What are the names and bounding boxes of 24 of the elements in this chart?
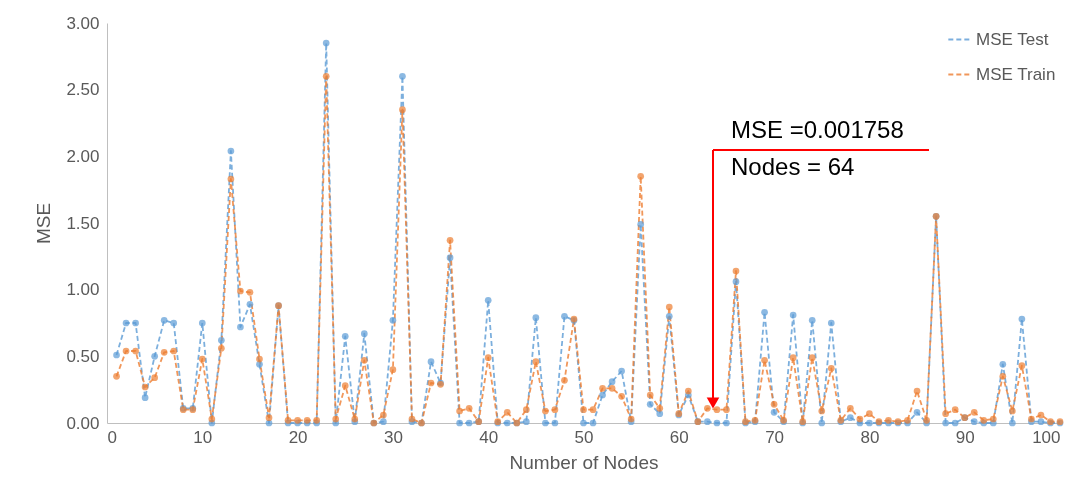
y-axis-title: MSE (33, 202, 55, 245)
y-tick-label: 0.00 (66, 413, 100, 433)
x-axis-title: Number of Nodes (509, 451, 659, 473)
y-tick-label: 1.00 (66, 280, 100, 300)
x-tick-label: 70 (765, 427, 785, 447)
y-tick-label: 2.50 (66, 80, 100, 100)
x-tick-label: 60 (669, 427, 689, 447)
y-tick-label: 0.50 (66, 346, 100, 366)
y-tick-label: 3.00 (66, 13, 100, 33)
x-tick-label: 50 (574, 427, 594, 447)
x-tick-label: 10 (193, 427, 213, 447)
y-tick-label: 1.50 (66, 213, 100, 233)
y-tick-label: 2.00 (66, 146, 100, 166)
x-tick-label: 0 (107, 427, 117, 447)
x-tick-label: 20 (288, 427, 308, 447)
x-tick-label: 40 (479, 427, 499, 447)
annotation: Nodes = 64 (731, 153, 855, 180)
x-tick-label: 90 (955, 427, 975, 447)
x-tick-label: 80 (860, 427, 880, 447)
annotation: MSE =0.001758 (731, 116, 904, 143)
legend-label: MSE Train (976, 64, 1056, 84)
x-tick-label: 30 (383, 427, 403, 447)
legend-label: MSE Test (976, 29, 1049, 49)
x-tick-label: 100 (1032, 427, 1061, 447)
